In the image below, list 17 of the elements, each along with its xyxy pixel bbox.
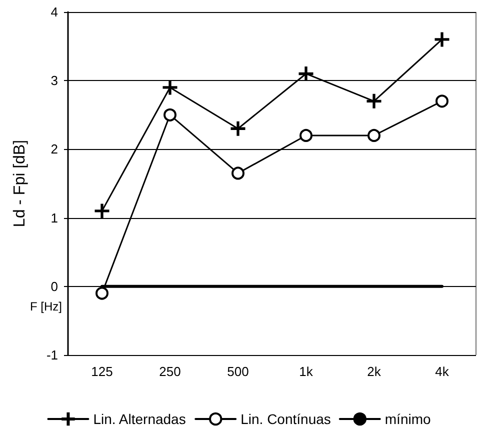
x-tick-label: 4k [435,364,450,379]
y-axis-title: Ld - Fpi [dB] [12,140,28,228]
x-tick-label: 125 [91,364,113,379]
y-tick-label: 2 [50,142,58,157]
legend-label: Lin. Contínuas [240,411,331,427]
y-tick-label: -1 [46,348,58,362]
x-tick-label: 1k [299,364,314,379]
legend-label: mínimo [384,411,431,427]
y-tick-label: 4 [50,4,58,20]
legend-label: Lin. Alternadas [93,411,186,427]
x-axis-title: F [Hz] [30,299,62,314]
y-tick-label: 1 [50,210,58,226]
x-tick-label: 250 [159,364,181,379]
y-tick-label: 3 [50,73,58,88]
x-tick-label: 2k [367,364,382,379]
y-tick-label: 0 [50,278,58,294]
x-tick-label: 500 [227,364,249,379]
